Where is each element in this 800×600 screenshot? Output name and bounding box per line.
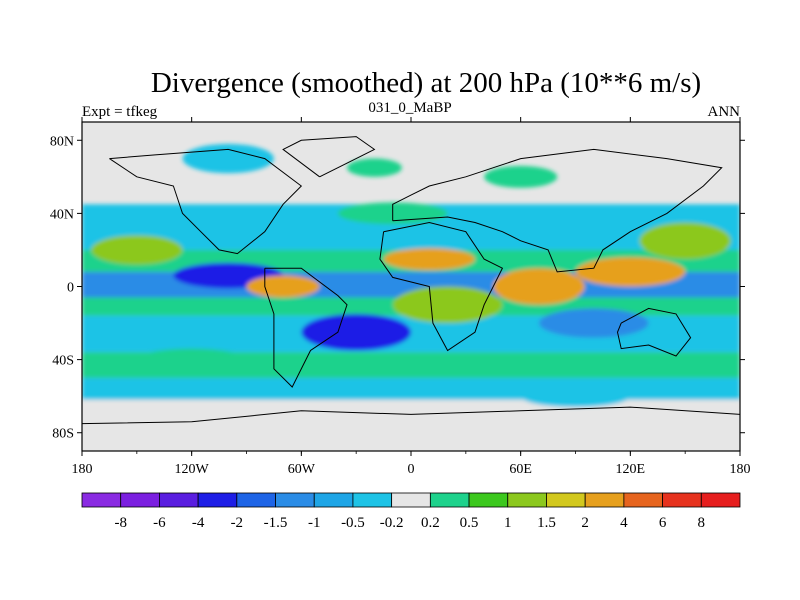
coastline-outline [282, 136, 376, 178]
x-tick-label: 120W [175, 462, 210, 477]
field-blob [639, 222, 731, 260]
field-band [82, 377, 740, 400]
colorbar-label: -1.5 [264, 515, 288, 531]
chart-title: Divergence (smoothed) at 200 hPa (10**6 … [151, 67, 701, 99]
coastline-outline [392, 148, 723, 273]
colorbar-swatch [197, 492, 238, 508]
field-band [82, 399, 740, 419]
colorbar-swatch [313, 492, 354, 508]
colorbar-swatch [352, 492, 393, 508]
colorbar-swatch [429, 492, 470, 508]
field-blob [392, 286, 503, 324]
field-blob [538, 308, 649, 338]
colorbar-label: -8 [114, 515, 127, 531]
colorbar-label: 2 [581, 515, 589, 531]
colorbar-label: -6 [153, 515, 166, 531]
divergence-field [82, 143, 740, 419]
colorbar-swatch [700, 492, 741, 508]
colorbar-swatch [468, 492, 509, 508]
colorbar-swatch [159, 492, 199, 508]
coastline-outline [109, 148, 303, 255]
subtitle-right: ANN [708, 104, 741, 120]
colorbar-swatch [391, 492, 431, 508]
coastline-outline [264, 267, 348, 388]
field-blob [301, 313, 411, 351]
colorbar-swatch [662, 492, 702, 508]
field-blob [136, 348, 247, 371]
x-tick-label: 60W [288, 462, 316, 477]
field-blob [347, 158, 402, 177]
colorbar-label: 0.2 [421, 515, 440, 531]
colorbar-label: -0.2 [380, 515, 404, 531]
y-tick-label: 40S [52, 354, 74, 369]
coastline-outline [379, 221, 504, 352]
y-tick-label: 80S [52, 427, 74, 442]
colorbar-swatch [623, 492, 663, 508]
y-tick-label: 40N [50, 207, 74, 222]
field-blob [520, 385, 631, 408]
colorbar-swatch [81, 492, 122, 508]
x-axis: 180 120W 60W 0 60E 120E 180 [72, 117, 751, 477]
coastline-outline [82, 406, 740, 425]
colorbar: -8 -6 -4 -2 -1.5 -1 -0.5 -0.2 0.2 0.5 1 1.5 2 4 6 8 [81, 492, 741, 531]
colorbar-swatch [275, 492, 315, 508]
colorbar-label: 0.5 [460, 515, 479, 531]
colorbar-swatch [120, 492, 160, 508]
colorbar-label: 4 [620, 515, 628, 531]
x-tick-label: 180 [730, 462, 751, 477]
colorbar-swatch [584, 492, 625, 508]
continent-outlines [82, 136, 740, 425]
field-blob [493, 268, 585, 305]
colorbar-label: 1 [504, 515, 512, 531]
x-tick-label: 60E [509, 462, 532, 477]
colorbar-label: 1.5 [537, 515, 556, 531]
colorbar-label: 6 [659, 515, 667, 531]
coastline-outline [616, 307, 692, 357]
subtitle-center: 031_0_MaBP [368, 100, 451, 116]
colorbar-swatch [507, 492, 547, 508]
colorbar-label: 8 [698, 515, 706, 531]
colorbar-label: -1 [308, 515, 321, 531]
y-axis: 80N 40N 0 40S 80S [50, 134, 745, 442]
field-blob [484, 165, 558, 188]
x-tick-label: 180 [72, 462, 93, 477]
field-blob [246, 275, 320, 298]
field-blob [91, 235, 183, 265]
x-tick-label: 0 [408, 462, 415, 477]
colorbar-swatch [546, 492, 586, 508]
colorbar-label: -4 [192, 515, 205, 531]
field-blob [383, 248, 475, 271]
colorbar-label: -0.5 [341, 515, 365, 531]
subtitle-left: Expt = tfkeg [82, 104, 158, 120]
map-plot-area [82, 122, 740, 451]
field-blob [182, 143, 274, 174]
y-tick-label: 80N [50, 134, 74, 149]
colorbar-swatch [236, 492, 276, 508]
field-blob [575, 257, 686, 287]
colorbar-label: -2 [231, 515, 244, 531]
x-tick-label: 120E [616, 462, 646, 477]
y-tick-label: 0 [67, 281, 74, 296]
